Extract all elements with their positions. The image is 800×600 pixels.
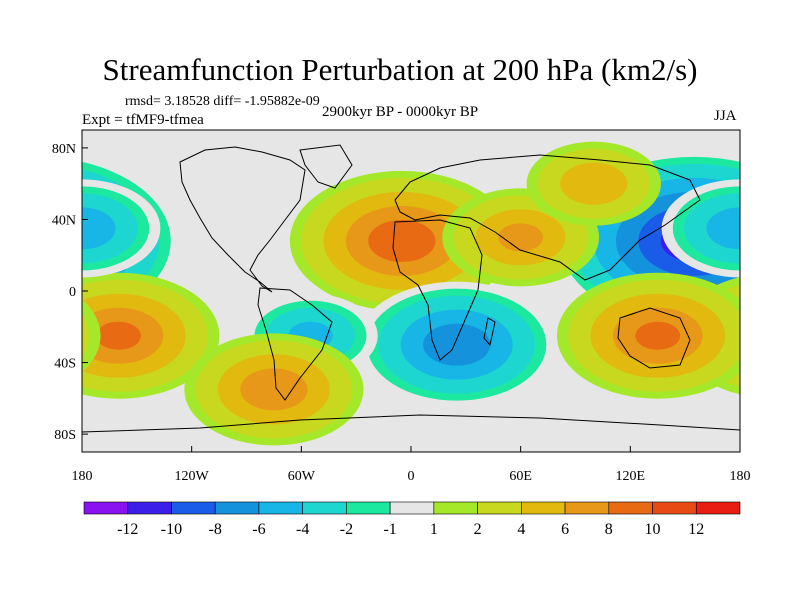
x-tick-label-0: 180 — [72, 469, 93, 484]
contour-blob-4-wrap — [82, 299, 101, 373]
chart-title: Streamfunction Perturbation at 200 hPa (… — [102, 52, 698, 87]
contour-blob-5 — [434, 330, 480, 359]
contour-blob-1 — [379, 226, 425, 255]
contour-blob-2 — [498, 223, 544, 252]
colorbar-label-11: 8 — [605, 521, 613, 538]
axis-ticks: 180 120W 60W 0 60E 120E 180 80N 40N 0 40S 80S — [52, 142, 751, 484]
colorbar-box-4 — [258, 501, 303, 515]
x-tick-label-2: 60W — [288, 469, 316, 484]
contour-blob-3-wrap — [731, 319, 740, 352]
y-tick-label-2: 0 — [69, 285, 76, 300]
colorbar-label-7: 1 — [430, 521, 438, 538]
contour-blob-9 — [82, 214, 105, 243]
y-tick-label-0: 80N — [52, 142, 76, 157]
colorbar-label-6: -1 — [383, 521, 396, 538]
colorbar-label-5: -2 — [340, 521, 353, 538]
contour-blob-4-wrap — [82, 313, 90, 358]
colorbar-label-9: 4 — [517, 521, 525, 538]
coastlines — [82, 144, 740, 433]
colorbar-box-9 — [477, 501, 522, 515]
colorbar-box-11 — [564, 501, 610, 515]
experiment-label: Expt = tfMF9-tfmea — [82, 112, 204, 128]
colorbar-box-0 — [83, 501, 129, 515]
colorbar-box-14 — [695, 501, 741, 515]
period-label: 2900kyr BP - 0000kyr BP — [322, 104, 479, 120]
colorbar-box-1 — [127, 501, 172, 515]
season-label: JJA — [714, 108, 737, 124]
colorbar-box-13 — [652, 501, 697, 515]
colorbar-box-7 — [389, 501, 435, 515]
colorbar-label-2: -8 — [209, 521, 222, 538]
contour-field — [82, 141, 740, 446]
x-tick-label-3: 0 — [408, 469, 415, 484]
colorbar-box-12 — [608, 501, 653, 515]
stats-line: rmsd= 3.18528 diff= -1.95882e-09 — [125, 94, 320, 109]
colorbar-label-3: -6 — [252, 521, 265, 538]
colorbar-box-10 — [521, 501, 566, 515]
colorbar-box-8 — [433, 501, 478, 515]
x-tick-label-1: 120W — [175, 469, 210, 484]
y-tick-label-3: 40S — [54, 357, 76, 372]
contour-blob-0-wrap — [82, 220, 93, 262]
colorbar-box-2 — [171, 501, 216, 515]
contour-blob-7 — [251, 375, 297, 404]
colorbar: -12 -10 -8 -6 -4 -2 -1 1 2 4 6 8 10 12 — [83, 501, 741, 538]
contour-blob-9-wrap — [717, 214, 740, 243]
y-tick-label-4: 80S — [54, 428, 76, 443]
colorbar-box-3 — [214, 501, 260, 515]
colorbar-label-8: 2 — [474, 521, 482, 538]
colorbar-label-1: -10 — [161, 521, 182, 538]
contour-blob-4 — [635, 321, 681, 350]
y-tick-label-1: 40N — [52, 213, 76, 228]
x-tick-label-5: 120E — [616, 469, 646, 484]
colorbar-label-10: 6 — [561, 521, 569, 538]
colorbar-label-12: 10 — [645, 521, 661, 538]
colorbar-label-13: 12 — [688, 521, 704, 538]
colorbar-label-4: -4 — [296, 521, 309, 538]
x-tick-label-4: 60E — [509, 469, 532, 484]
contour-blob-3 — [96, 321, 141, 350]
colorbar-box-6 — [346, 501, 391, 515]
colorbar-label-0: -12 — [117, 521, 138, 538]
contour-blob-8 — [571, 169, 617, 198]
colorbar-box-5 — [302, 501, 347, 515]
x-tick-label-6: 180 — [730, 469, 751, 484]
